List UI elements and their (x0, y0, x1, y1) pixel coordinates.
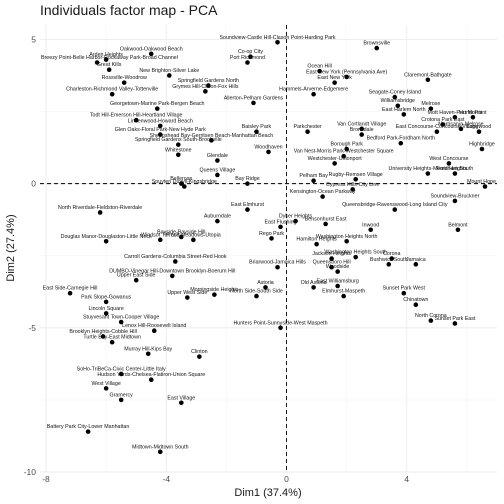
point-label: Rego Park (259, 231, 284, 237)
point-label: Murray Hill-Kips Bay (124, 346, 172, 352)
x-tick-label: 4 (404, 474, 409, 484)
point-label: Washington Heights North (316, 234, 378, 240)
point-label: Turtle Bay-East Midtown (83, 335, 141, 341)
point-label: Charleston-Richmond Valley-Tottenville (66, 87, 158, 93)
point-label: Glendale (207, 153, 228, 159)
point-label: Bushwick South (370, 257, 408, 263)
point-label: Briarwood-Jamaica Hills (249, 260, 306, 266)
point-label: Georgetown-Marine Park-Bergen Beach (110, 101, 205, 107)
point-label: Jamaica (406, 257, 426, 263)
point-label: East Flushing (264, 219, 296, 225)
point-label: Arden Heights (89, 52, 123, 58)
point-label: Bronxdale (350, 127, 374, 133)
point-label: Bedford Park-Fordham North (367, 136, 435, 142)
point-label: Queensbridge-Ravenswood-Long Island City (342, 202, 448, 208)
x-axis-title: Dim1 (37.4%) (234, 487, 301, 499)
point-label: East Side-Carnegie Hill (43, 286, 98, 292)
point-label: Mount Hope (467, 179, 496, 185)
point-label: Baisley Park (242, 124, 272, 130)
point-label: Bellerose (170, 176, 192, 182)
point-label: Gramercy (110, 392, 134, 398)
y-tick-label: 0 (31, 179, 36, 189)
point-label: Sheepshead Bay-Gerritsen Beach-Manhattan… (150, 133, 274, 139)
point-label: Auburndale (204, 214, 231, 220)
point-label: Rugby-Remsen Village (329, 172, 383, 178)
point-label: Upper East Side (117, 273, 156, 279)
point-label: Bay Ridge (235, 176, 259, 182)
point-label: Parkchester (293, 124, 321, 130)
point-label: Inwood (362, 222, 379, 228)
x-tick-label: -4 (162, 474, 170, 484)
point-label: Elmhurst-Maspeth (322, 289, 365, 295)
point-label: Hunts Point (459, 110, 487, 116)
point-label: Battery Park City-Lower Manhattan (47, 424, 129, 430)
point-label: West Concourse (429, 156, 468, 162)
point-label: Hammels-Arverne-Edgemere (279, 87, 348, 93)
point-label: Hudson Yards-Chelsea-Flatiron-Union Squa… (97, 372, 205, 378)
point-label: Woodhaven (254, 144, 282, 150)
point-label: Park Slope-Gowanus (81, 294, 131, 300)
point-label: Borough Park (330, 142, 363, 148)
x-tick-label: 0 (284, 474, 289, 484)
point-label: Bensonhurst East (305, 216, 347, 222)
point-label: Soundview-Bruckner (430, 193, 479, 199)
point-label: Rossville-Woodrow (102, 75, 147, 81)
y-tick-label: -5 (28, 323, 36, 333)
point-label: North Riverdale-Fieldston-Riverdale (58, 205, 142, 211)
point-label: Grymes Hill-Clifton-Fox Hills (172, 84, 239, 90)
point-label: Sunset Park East (434, 316, 475, 322)
point-label: East Williamsburg (316, 278, 358, 284)
point-label: Melrose (421, 101, 440, 107)
point-label: Whitestone (165, 147, 192, 153)
point-label: East Elmhurst (231, 202, 264, 208)
point-label: Upper West Side (167, 290, 207, 296)
point-label: East Harlem North (382, 107, 426, 113)
chart-title: Individuals factor map - PCA (40, 2, 218, 18)
point-label: Stuyvesant Town-Cooper Village (83, 315, 159, 321)
x-tick-label: -8 (42, 474, 50, 484)
y-axis-title: Dim2 (27.4%) (5, 214, 17, 281)
point-label: Clinton (191, 349, 208, 355)
point-label: West Village (92, 381, 121, 387)
point-label: Chinatown (403, 297, 428, 303)
point-label: Soundview-Castle Hill-Clason Point-Hardi… (220, 35, 336, 41)
y-tick-label: 5 (31, 34, 36, 44)
point-label: Belmont (448, 222, 468, 228)
point-label: Jackson Heights (312, 251, 351, 257)
point-label: Highbridge (469, 142, 495, 148)
point-label: New Brighton-Silver Lake (139, 68, 199, 74)
point-label: Kensington-Ocean Parkway (290, 189, 356, 195)
point-label: Carroll Gardens-Columbia Street-Red Hook (124, 254, 227, 260)
point-label: Cypress Hills-City Line (326, 182, 379, 188)
point-label: Midtown-Midtown South (132, 444, 189, 450)
point-label: Woodside (326, 264, 350, 270)
y-tick-label: -10 (24, 467, 37, 477)
point-label: North Side-South Side (230, 289, 283, 295)
point-label: Brownsville (363, 41, 390, 47)
point-label: Van Nest-Morris Park-Westchester Square (294, 149, 394, 155)
point-label: Oakwood-Oakwood Beach (120, 46, 183, 52)
point-label: Seagate-Coney Island (369, 90, 421, 96)
point-label: Williamsbridge (381, 98, 415, 104)
point-label: University Heights-Morris Heights (389, 166, 468, 172)
point-label: Hunters Point-Sunnyside-West Maspeth (233, 320, 327, 326)
point-label: Port Richmond (230, 55, 265, 61)
point-label: Sunset Park West (383, 286, 426, 292)
point-label: Pelham Bay (299, 173, 328, 179)
point-label: Longwood (467, 124, 492, 130)
point-label: Lindenwood-Howard Beach (128, 118, 193, 124)
point-label: Douglas Manor-Douglaston-Little Neck (61, 234, 152, 240)
point-label: Westchester-Unionport (308, 156, 363, 162)
point-label: Queens Village (199, 167, 235, 173)
point-label: Lincoln Square (88, 306, 123, 312)
point-label: Claremont-Bathgate (404, 72, 451, 78)
x-axis-ticks: -8 -4 0 4 (42, 474, 409, 484)
y-axis-ticks: -10 -5 0 5 (24, 34, 37, 477)
point-label: Astoria (257, 280, 274, 286)
point-label: Great Kills (97, 62, 122, 68)
point-label: East Village (167, 395, 195, 401)
point-label: East New York (317, 75, 352, 81)
point-label: Allerton-Pelham Gardens (224, 95, 284, 101)
